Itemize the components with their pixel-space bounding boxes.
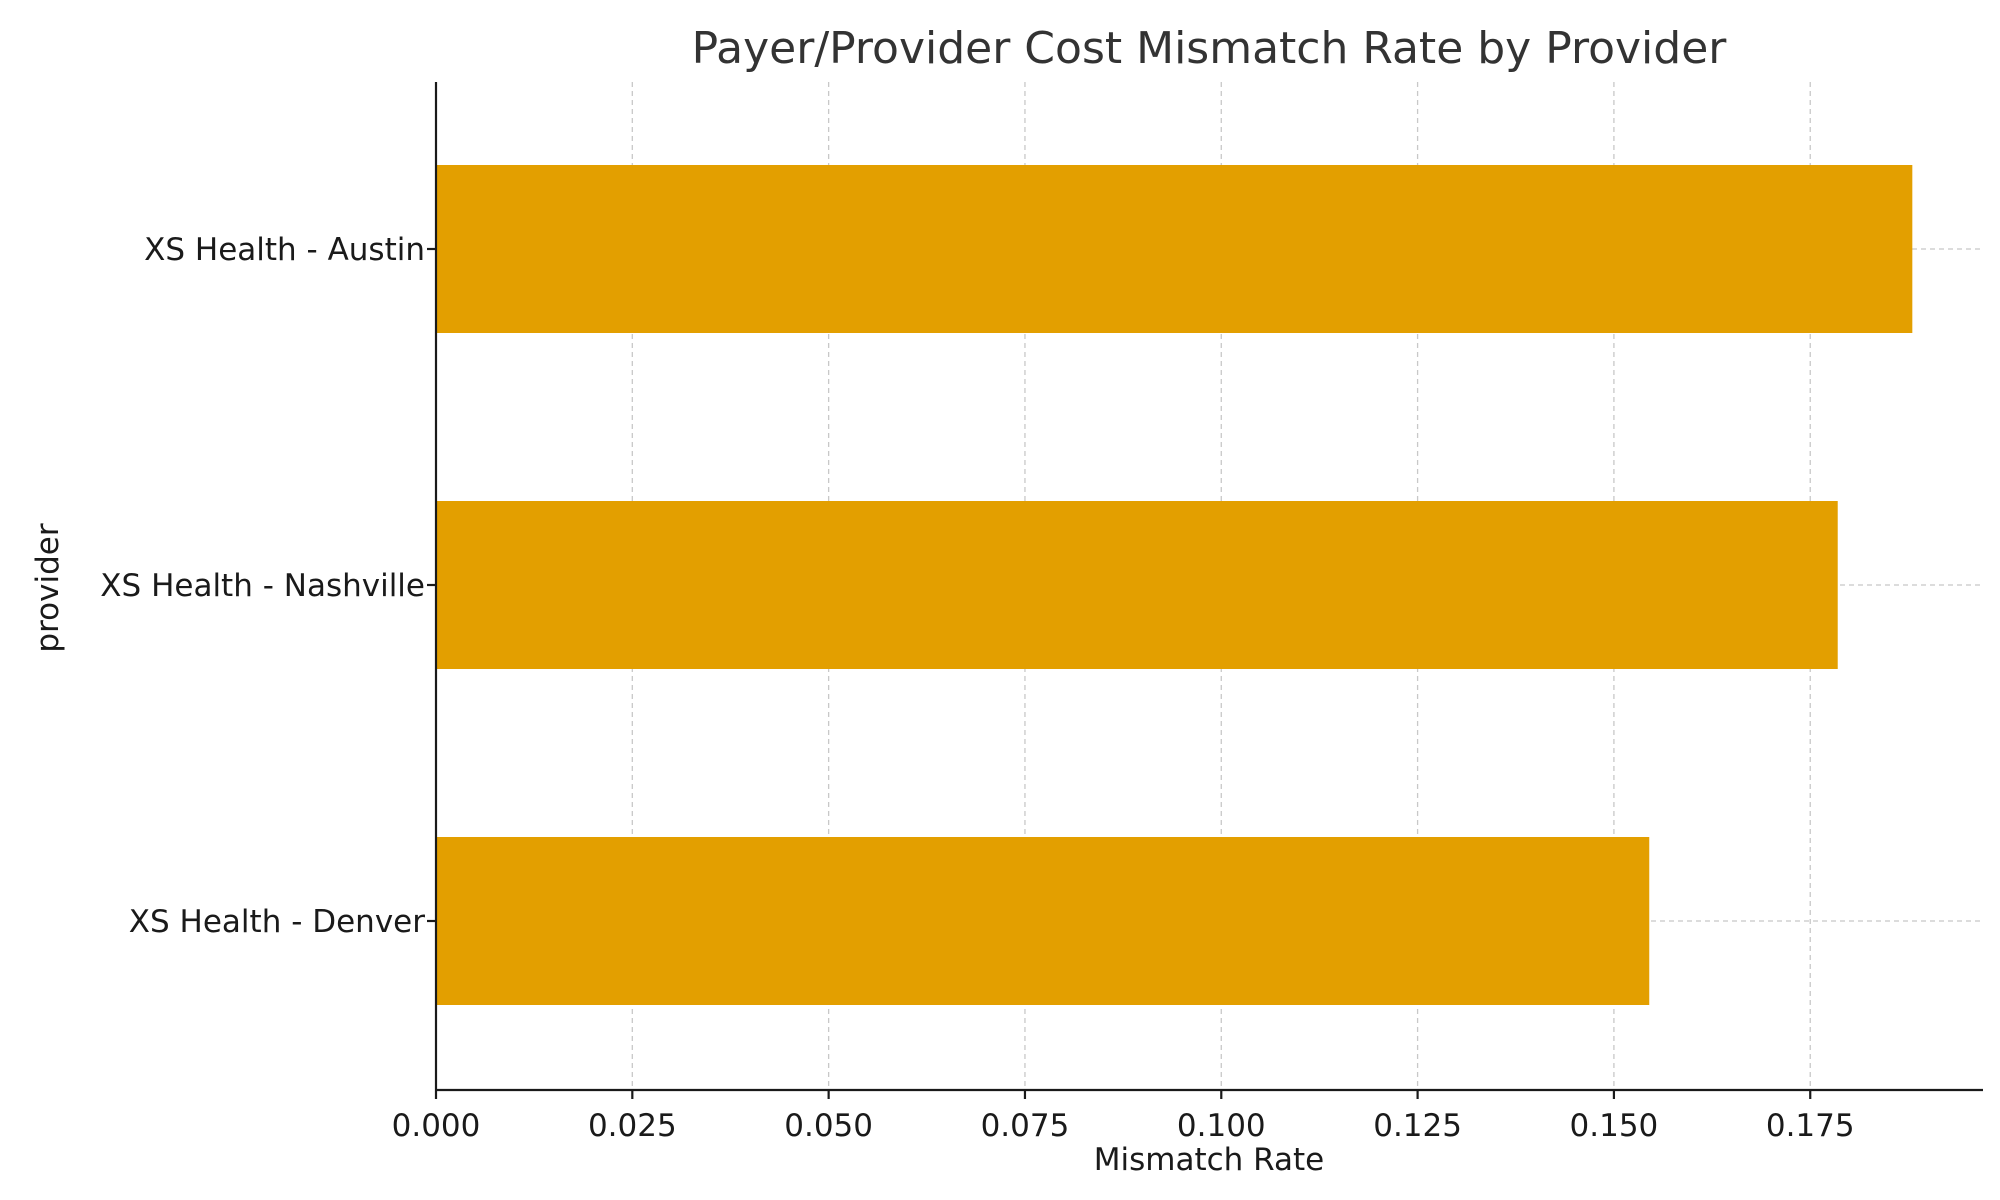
- x-tick-label: 0.100: [1177, 1108, 1266, 1144]
- bar-xs-health-nashville: [436, 501, 1838, 669]
- x-tick-label: 0.175: [1766, 1108, 1855, 1144]
- chart-title: Payer/Provider Cost Mismatch Rate by Pro…: [692, 23, 1728, 74]
- x-tick-label: 0.000: [392, 1108, 481, 1144]
- y-tick-label: XS Health - Austin: [144, 232, 425, 268]
- bar-layer: [436, 165, 1913, 1005]
- y-tick-label: XS Health - Nashville: [100, 568, 425, 604]
- x-tick-layer: 0.000 0.025 0.050 0.075 0.100 0.125 0.150 0.175: [392, 1090, 1855, 1144]
- y-tick-layer: XS Health - Austin XS Health - Nashville X…: [100, 232, 436, 940]
- y-axis-label: provider: [30, 523, 66, 652]
- y-tick-label: XS Health - Denver: [129, 904, 425, 940]
- x-axis-label: Mismatch Rate: [1094, 1142, 1325, 1178]
- x-tick-label: 0.025: [588, 1108, 677, 1144]
- bar-xs-health-austin: [436, 165, 1913, 333]
- x-tick-label: 0.050: [784, 1108, 873, 1144]
- x-tick-label: 0.150: [1570, 1108, 1659, 1144]
- x-tick-label: 0.125: [1373, 1108, 1462, 1144]
- x-tick-label: 0.075: [981, 1108, 1070, 1144]
- bar-xs-health-denver: [436, 837, 1650, 1005]
